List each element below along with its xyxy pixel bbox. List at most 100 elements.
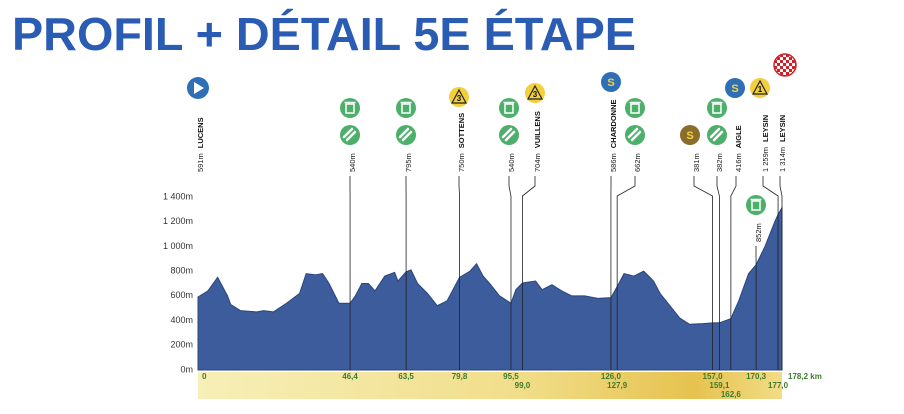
waypoint-altitude: 416m — [734, 153, 743, 172]
waypoint-name: VUILLENS — [533, 111, 542, 148]
waypoint-altitude: 852m — [754, 223, 763, 242]
waypoint: 1 259m LEYSIN 1 — [750, 78, 779, 370]
waypoint-altitude: 381m — [692, 153, 701, 172]
waypoint-altitude: 1 259m — [761, 147, 770, 172]
climb-category: 3 — [533, 90, 538, 99]
feed-icon — [746, 195, 766, 215]
km-label: 126,0 — [601, 372, 622, 381]
km-label: 162,6 — [721, 390, 742, 399]
sprint-icon — [601, 72, 621, 92]
waypoint: 795m — [396, 98, 416, 370]
waypoint-name: LUCENS — [196, 117, 205, 148]
feed-icon — [396, 98, 416, 118]
feed-icon — [707, 98, 727, 118]
km-label: 178,2 km — [788, 372, 822, 381]
waypoint: 1 314m LEYSIN — [773, 53, 797, 370]
waypoint-line — [458, 176, 460, 370]
km-label: 63,5 — [398, 372, 414, 381]
waypoint-altitude: 750m — [457, 153, 466, 172]
km-label: 99,0 — [515, 381, 531, 390]
feed-icon — [625, 98, 645, 118]
climb-triangle — [450, 88, 468, 104]
climb-category: 3 — [457, 94, 462, 103]
y-tick-label: 1 000m — [163, 241, 193, 251]
waypoint-altitude: 795m — [404, 153, 413, 172]
km-label: 95,5 — [503, 372, 519, 381]
feed-glyph — [712, 103, 722, 114]
waypoint-name: LEYSIN — [778, 115, 787, 142]
waypoint-line — [779, 176, 783, 370]
km-label: 170,3 — [746, 372, 767, 381]
km-label: 159,1 — [709, 381, 730, 390]
y-tick-label: 200m — [170, 340, 193, 350]
waypoint-altitude: 1 314m — [778, 147, 787, 172]
km-label: 0 — [202, 372, 207, 381]
sprint-letter: S — [607, 77, 614, 89]
bottle-glyph — [709, 127, 724, 142]
km-label: 177,0 — [768, 381, 789, 390]
chart-title: PROFIL + DÉTAIL 5E ÉTAPE — [12, 8, 636, 60]
bottle-icon — [707, 125, 727, 145]
waypoint: 852m — [746, 195, 766, 370]
waypoint-line — [693, 176, 713, 370]
bottle-icon — [625, 125, 645, 145]
km-label: 157,0 — [703, 372, 724, 381]
waypoint: 416m AIGLE S — [725, 78, 745, 370]
bottle-glyph — [627, 127, 642, 142]
waypoint-altitude: 591m — [196, 153, 205, 172]
waypoint: 381m S — [680, 125, 713, 370]
y-tick-label: 1 400m — [163, 191, 193, 201]
climb-triangle — [751, 79, 769, 95]
start-arrow — [194, 82, 204, 94]
waypoint-altitude: 662m — [633, 153, 642, 172]
km-label: 46,4 — [342, 372, 358, 381]
waypoint-altitude: 704m — [533, 153, 542, 172]
climb-triangle — [526, 84, 544, 100]
waypoint-line — [762, 176, 779, 370]
bottle-glyph — [342, 127, 357, 142]
bottle-icon — [340, 125, 360, 145]
feed-icon — [499, 98, 519, 118]
waypoint: 750m SOTTENS 3 — [449, 87, 469, 370]
feed-glyph — [504, 103, 514, 114]
waypoint-line — [616, 176, 636, 370]
y-tick-label: 0m — [180, 364, 193, 374]
km-band — [198, 372, 782, 399]
y-tick-label: 400m — [170, 315, 193, 325]
waypoint-name: LEYSIN — [761, 115, 770, 142]
finish-icon — [773, 53, 797, 77]
feed-glyph — [751, 200, 761, 211]
waypoint-altitude: 382m — [715, 153, 724, 172]
climb-icon — [750, 78, 770, 98]
climb-icon — [525, 83, 545, 103]
waypoint: 591m LUCENS — [187, 77, 209, 172]
sprint-icon — [680, 125, 700, 145]
waypoint-altitude: 586m — [609, 153, 618, 172]
sprint-letter: S — [731, 83, 738, 95]
waypoint: 382m — [707, 98, 727, 370]
waypoint-line — [522, 176, 536, 370]
km-label: 127,9 — [607, 381, 628, 390]
waypoint-line — [730, 176, 737, 370]
bottle-glyph — [501, 127, 516, 142]
y-tick-label: 1 200m — [163, 216, 193, 226]
waypoint-name: SOTTENS — [457, 113, 466, 148]
feed-glyph — [401, 103, 411, 114]
climb-icon — [449, 87, 469, 107]
waypoint-altitude: 540m — [507, 153, 516, 172]
waypoint: 704m VUILLENS 3 — [522, 83, 545, 370]
waypoint: 586m CHARDONNE S — [601, 72, 621, 370]
waypoint: 540m — [499, 98, 519, 370]
bottle-glyph — [398, 127, 413, 142]
y-tick-label: 800m — [170, 266, 193, 276]
waypoint-name: CHARDONNE — [609, 99, 618, 148]
climb-category: 1 — [758, 85, 763, 94]
waypoint-line — [508, 176, 512, 370]
bottle-icon — [396, 125, 416, 145]
waypoint: 540m — [340, 98, 360, 370]
waypoint-altitude: 540m — [348, 153, 357, 172]
waypoint-name: AIGLE — [734, 125, 743, 148]
sprint-icon — [725, 78, 745, 98]
waypoint-line — [716, 176, 720, 370]
